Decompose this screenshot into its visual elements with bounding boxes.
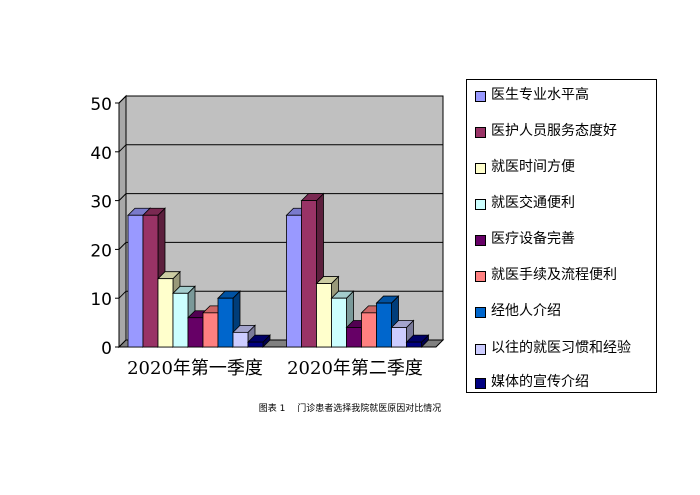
bar [217, 297, 234, 348]
legend-swatch [475, 307, 486, 318]
legend-swatch [475, 91, 486, 102]
legend-label: 经他人介绍 [491, 303, 561, 319]
legend-swatch [475, 271, 486, 282]
x-tick-label: 2020年第二季度 [287, 358, 423, 379]
y-tick-label: 20 [90, 241, 112, 261]
legend-swatch [475, 163, 486, 174]
bar [142, 214, 159, 348]
bar [376, 302, 392, 348]
bar [406, 341, 422, 348]
legend-label: 以往的就医习惯和经验 [491, 340, 631, 356]
gridline-side [118, 290, 127, 299]
legend-label: 医护人员服务态度好 [491, 123, 617, 139]
bar [361, 312, 377, 348]
legend-label: 就医手续及流程便利 [491, 267, 617, 283]
chart-legend: 医生专业水平高医护人员服务态度好 就医时间方便 就医交通便利 医疗设备完善就医手续及流… [466, 79, 657, 393]
bar [232, 331, 249, 348]
legend-swatch [475, 378, 486, 389]
bar [187, 317, 204, 348]
legend-label: 就医时间方便 [491, 159, 575, 175]
gridline-side [118, 95, 127, 104]
gridline-side [118, 242, 127, 250]
bar [172, 292, 189, 348]
bar [247, 341, 264, 348]
legend-swatch [475, 127, 486, 138]
plot-side-wall [118, 94, 127, 349]
legend-label: 就医交通便利 [491, 195, 575, 211]
bar [316, 283, 332, 348]
bar [391, 327, 407, 348]
legend-swatch [475, 199, 486, 210]
bar [346, 327, 362, 348]
gridline-side [118, 144, 127, 153]
y-tick-label: 30 [90, 193, 112, 213]
bar [202, 312, 219, 348]
y-tick-label: 0 [101, 339, 112, 359]
legend-label: 媒体的宣传介绍 [491, 374, 589, 390]
y-tick-label: 50 [90, 95, 112, 115]
gridline-side [118, 193, 127, 201]
y-tick-label: 40 [90, 144, 112, 164]
bar [286, 214, 302, 348]
y-tick-label: 10 [90, 290, 112, 310]
legend-swatch [475, 235, 486, 246]
legend-label: 医疗设备完善 [491, 231, 575, 247]
bar [127, 214, 144, 348]
bar [157, 278, 174, 348]
legend-swatch [475, 344, 486, 355]
x-tick-label: 2020年第一季度 [127, 358, 263, 379]
bar [301, 200, 317, 348]
bar [331, 297, 347, 348]
figure-caption: 图表 1 门诊患者选择我院就医原因对比情况 [258, 404, 442, 414]
legend-label: 医生专业水平高 [491, 87, 589, 103]
